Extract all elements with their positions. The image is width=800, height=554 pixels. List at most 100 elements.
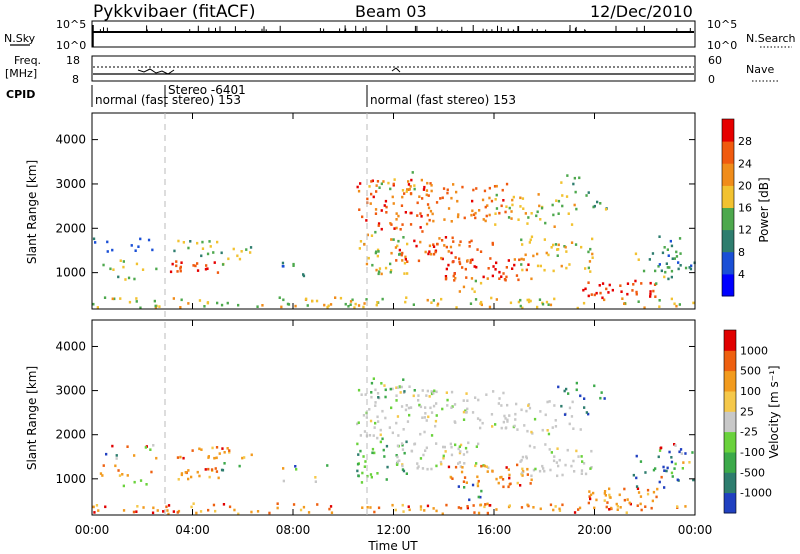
echo-cell — [441, 196, 444, 200]
echo-cell — [482, 464, 485, 467]
echo-cell — [573, 470, 576, 473]
echo-cell — [565, 195, 569, 198]
echo-cell — [520, 257, 523, 261]
echo-cell — [423, 430, 426, 434]
nsearch-tick-top: 10^5 — [707, 18, 737, 31]
echo-cell — [179, 455, 182, 459]
echo-cell — [364, 393, 367, 396]
colorbar-segment — [724, 411, 736, 433]
echo-cell — [167, 504, 171, 507]
echo-cell — [177, 478, 180, 481]
echo-cell — [222, 503, 226, 506]
echo-cell — [634, 279, 637, 283]
echo-cell — [524, 212, 527, 215]
echo-cell — [402, 469, 406, 473]
echo-cell — [436, 242, 439, 246]
echo-cell — [566, 174, 569, 177]
echo-cell — [520, 238, 523, 242]
echo-cell — [635, 454, 638, 458]
echo-cell — [427, 252, 430, 256]
echo-cell — [458, 262, 462, 266]
echo-cell — [362, 305, 365, 309]
echo-cell — [378, 267, 382, 270]
colorbar-tick-label: 28 — [738, 135, 752, 148]
echo-cell — [603, 298, 606, 302]
echo-cell — [358, 247, 361, 250]
echo-cell — [396, 460, 399, 463]
echo-cell — [396, 444, 400, 448]
echo-cell — [691, 451, 694, 454]
echo-cell — [419, 226, 422, 229]
echo-cell — [589, 493, 593, 497]
echo-cell — [561, 194, 564, 197]
echo-cell — [121, 473, 124, 476]
echo-cell — [603, 492, 606, 495]
echo-cell — [471, 258, 474, 262]
echo-cell — [654, 295, 657, 298]
echo-cell — [469, 302, 473, 305]
echo-cell — [549, 503, 553, 507]
echo-cell — [287, 303, 291, 306]
echo-cell — [383, 204, 386, 207]
echo-cell — [459, 506, 463, 510]
echo-cell — [552, 243, 555, 247]
echo-cell — [678, 303, 681, 306]
echo-cell — [413, 184, 416, 187]
colorbar-segment — [724, 350, 736, 372]
echo-cell — [568, 422, 571, 426]
echo-cell — [439, 197, 442, 200]
echo-cell — [237, 512, 240, 516]
echo-cell — [510, 217, 513, 220]
echo-cell — [409, 223, 413, 226]
echo-cell — [443, 445, 446, 449]
echo-cell — [184, 471, 187, 474]
echo-cell — [384, 266, 388, 270]
echo-cell — [521, 474, 524, 477]
echo-cell — [580, 472, 583, 475]
echo-cell — [623, 302, 626, 305]
echo-cell — [409, 192, 413, 195]
echo-cell — [601, 282, 605, 285]
echo-cell — [388, 426, 391, 429]
echo-cell — [430, 189, 433, 193]
echo-cell — [396, 244, 399, 248]
echo-cell — [385, 211, 388, 214]
echo-cell — [587, 266, 590, 270]
echo-cell — [417, 465, 420, 468]
echo-cell — [191, 449, 194, 452]
echo-cell — [353, 306, 356, 309]
echo-cell — [453, 403, 457, 406]
echo-cell — [232, 247, 235, 251]
echo-cell — [459, 443, 463, 447]
echo-cell — [228, 451, 231, 454]
echo-cell — [376, 415, 379, 419]
colorbar-tick-label: 12 — [738, 224, 752, 237]
echo-cell — [486, 204, 489, 207]
echo-cell — [523, 424, 526, 427]
echo-cell — [483, 505, 486, 509]
cpid-panel: CPID normal (fast stereo) 153 Stereo -64… — [6, 83, 516, 107]
echo-cell — [658, 263, 661, 266]
echo-cell — [356, 185, 359, 189]
echo-cell — [208, 240, 211, 243]
echo-cell — [380, 209, 383, 212]
echo-cell — [374, 230, 377, 234]
echo-cell — [376, 301, 379, 304]
echo-cell — [256, 305, 259, 308]
echo-cell — [544, 443, 547, 446]
echo-cell — [370, 395, 373, 399]
echo-cell — [629, 502, 632, 506]
echo-cell — [636, 504, 639, 507]
echo-cell — [565, 387, 568, 391]
echo-cell — [371, 447, 375, 451]
echo-cell — [474, 464, 477, 468]
echo-cell — [407, 406, 411, 410]
echo-cell — [142, 506, 145, 509]
echo-cell — [368, 185, 371, 188]
echo-cell — [652, 490, 656, 494]
echo-cell — [216, 240, 219, 244]
echo-cell — [208, 475, 211, 479]
echo-cell — [240, 250, 243, 253]
echo-cell — [604, 208, 608, 211]
echo-cell — [427, 206, 431, 210]
